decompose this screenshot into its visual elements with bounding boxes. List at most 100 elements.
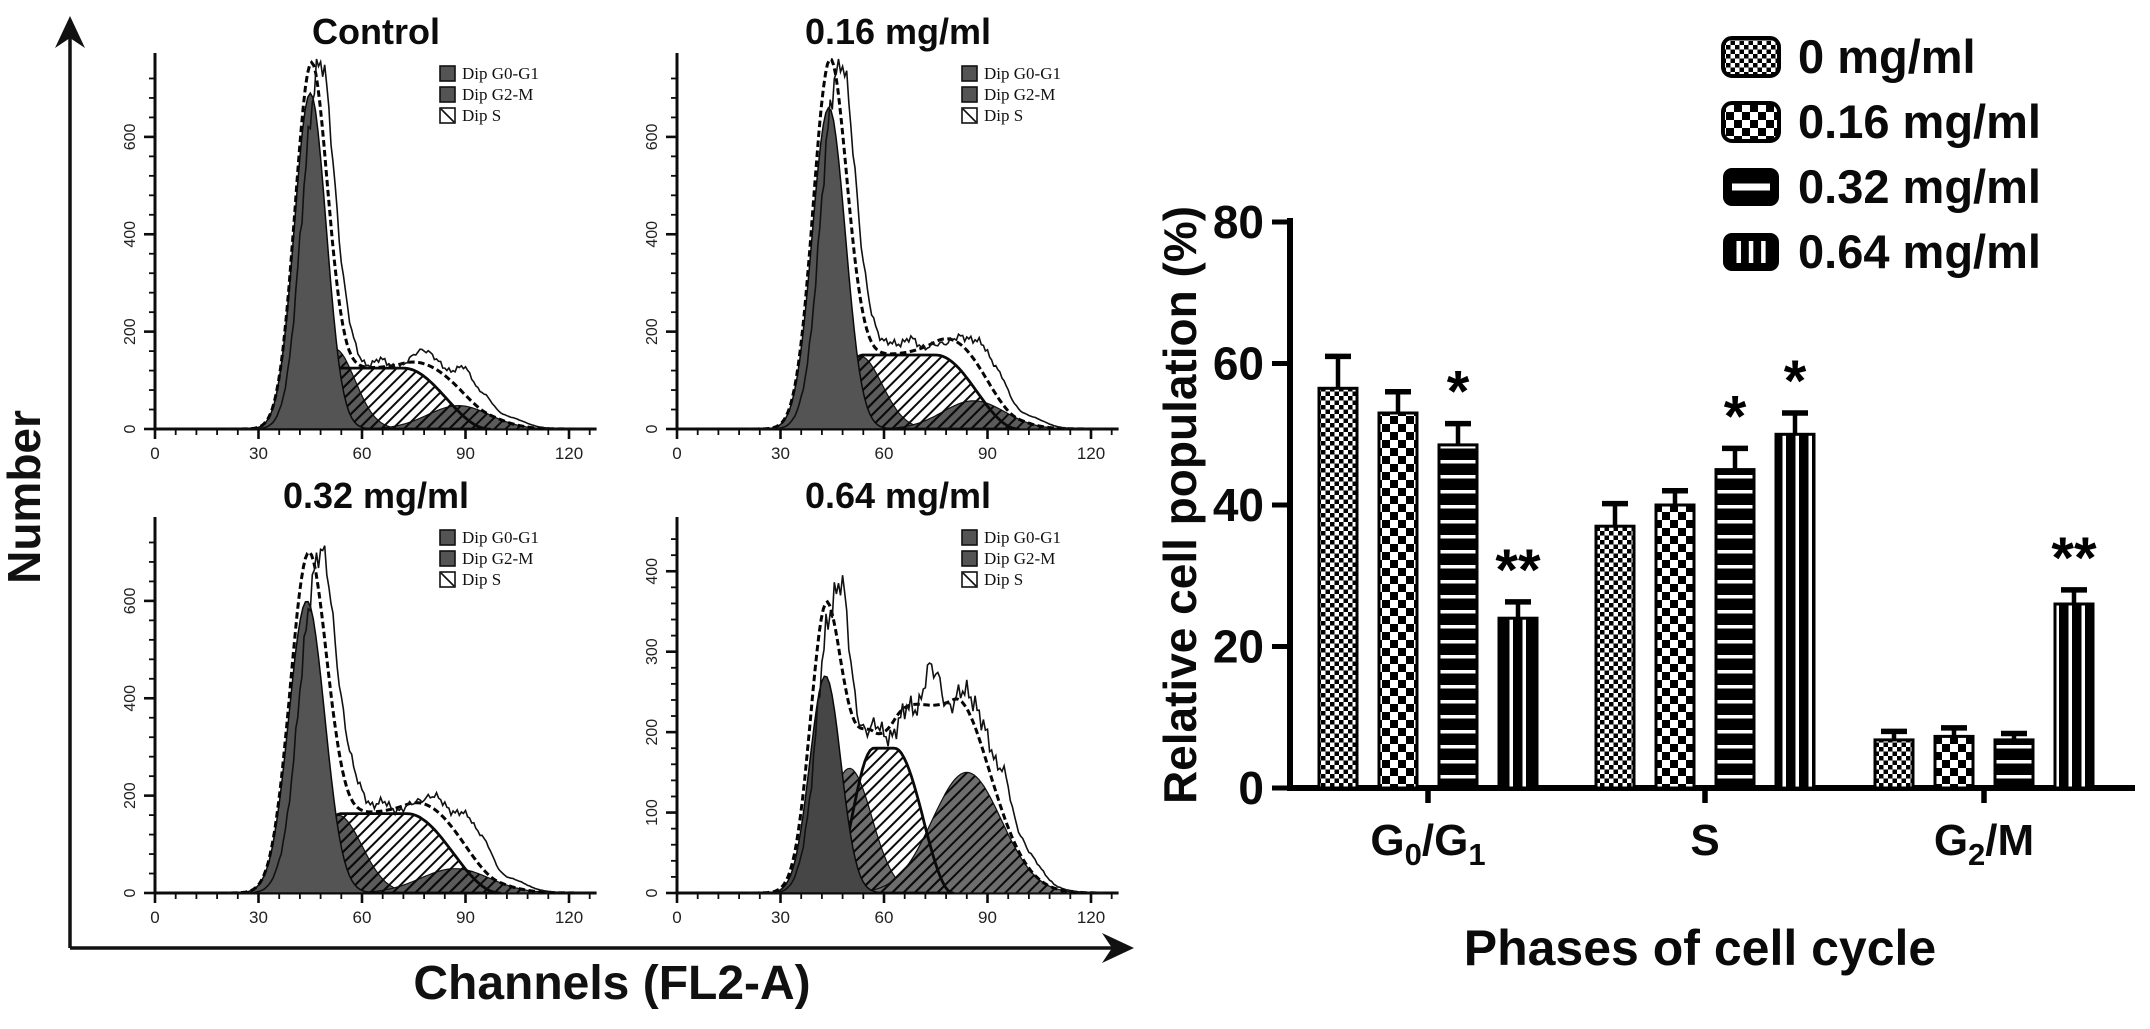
svg-text:400: 400 [644,558,661,585]
svg-text:30: 30 [771,444,790,463]
legend-label: 0 mg/ml [1798,30,1976,83]
bar [1317,386,1359,790]
legend-swatch-gray [961,86,978,103]
svg-text:0: 0 [150,908,159,927]
svg-text:60: 60 [353,908,372,927]
legend-swatch-gray [439,550,456,567]
svg-text:200: 200 [644,318,661,345]
significance-marker: * [1447,360,1470,425]
channels-axis-arrow [70,933,1134,963]
legend-label: 0.16 mg/ml [1798,95,2041,148]
svg-text:Dip S: Dip S [984,570,1023,589]
svg-text:200: 200 [644,719,661,746]
legend-swatch-gray [439,65,456,82]
svg-text:0: 0 [122,424,139,433]
svg-text:0: 0 [122,888,139,897]
channels-axis-label: Channels (FL2-A) [413,957,811,1010]
svg-text:Dip G0-G1: Dip G0-G1 [462,528,539,547]
svg-text:G0/G1: G0/G1 [1370,816,1485,872]
panel-title: 0.64 mg/ml [805,475,991,516]
bar [1377,411,1419,790]
svg-text:Dip G0-G1: Dip G0-G1 [984,528,1061,547]
svg-text:0: 0 [644,424,661,433]
svg-text:Dip G2-M: Dip G2-M [984,549,1055,568]
significance-marker: ** [2051,526,2097,591]
significance-marker: * [1724,384,1747,449]
svg-text:60: 60 [1213,338,1264,390]
svg-text:0: 0 [672,908,681,927]
svg-text:30: 30 [771,908,790,927]
svg-text:300: 300 [644,638,661,665]
svg-text:0: 0 [672,444,681,463]
fitted-total-curve [752,599,1097,895]
svg-text:Dip G2-M: Dip G2-M [462,549,533,568]
bar-xlabel: Phases of cell cycle [1464,920,1937,976]
svg-text:90: 90 [456,908,475,927]
svg-text:Dip S: Dip S [462,106,501,125]
legend-swatch-gray [439,86,456,103]
bar [1437,443,1479,790]
svg-text:30: 30 [249,908,268,927]
bar [1594,524,1636,790]
svg-text:0: 0 [644,888,661,897]
svg-text:120: 120 [555,908,583,927]
legend-swatch-gray [961,550,978,567]
bar [1654,503,1696,790]
panel-legend: Dip G0-G1 Dip G2-M Dip S [439,528,539,589]
raw-data-curve [749,58,1104,430]
svg-text:120: 120 [1077,908,1105,927]
bar [1714,468,1756,790]
svg-text:400: 400 [644,221,661,248]
bar [1497,616,1539,790]
bar-chart: 0 20 40 60 80 Relative cell population (%) * * *… [1150,0,2150,1029]
svg-text:30: 30 [249,444,268,463]
svg-text:G2/M: G2/M [1934,816,2034,872]
raw-data-curve [227,58,582,430]
svg-text:Dip S: Dip S [462,570,501,589]
bar [1933,734,1975,790]
panel-title: Control [312,11,440,52]
svg-text:Dip G2-M: Dip G2-M [984,85,1055,104]
number-axis-label: Number [0,410,50,584]
svg-text:S: S [1690,816,1719,865]
svg-text:0: 0 [1238,762,1264,814]
histogram-panel-0.64: 0.64 mg/ml 0 100 200 300 400 0 30 60 90 120 Dip G0-… [614,468,1134,930]
bar-series-0.32-mg-ml: * * [1437,360,2035,790]
bar-ylabel: Relative cell population (%) [1154,206,1206,804]
panel-legend: Dip G0-G1 Dip G2-M Dip S [439,64,539,125]
bar [1993,738,2035,790]
svg-text:120: 120 [555,444,583,463]
svg-text:600: 600 [122,587,139,614]
svg-text:20: 20 [1213,621,1264,673]
svg-text:80: 80 [1213,196,1264,248]
significance-marker: ** [1495,538,1541,603]
number-axis-arrow [55,16,85,948]
svg-text:0: 0 [150,444,159,463]
svg-text:400: 400 [122,685,139,712]
svg-text:200: 200 [122,318,139,345]
legend-swatch-gray [439,529,456,546]
svg-text:90: 90 [456,444,475,463]
histogram-panel-control: Control 0 200 400 600 0 30 60 90 120 Dip G0-G1 Dip … [92,4,612,466]
outer-axes-arrows [55,16,1134,963]
legend-swatch-gray [961,65,978,82]
svg-text:60: 60 [875,908,894,927]
svg-text:200: 200 [122,782,139,809]
svg-text:40: 40 [1213,479,1264,531]
svg-text:400: 400 [122,221,139,248]
panel-legend: Dip G0-G1 Dip G2-M Dip S [961,64,1061,125]
svg-text:90: 90 [978,444,997,463]
histogram-panel-0.32: 0.32 mg/ml 0 200 400 600 0 30 60 90 120 Dip G0-G1 D… [92,468,612,930]
bar-legend: 0 mg/ml 0.16 mg/ml 0.32 mg/ml 0.64 mg/ml [1721,30,2041,278]
svg-text:Dip S: Dip S [984,106,1023,125]
svg-text:Dip G0-G1: Dip G0-G1 [984,64,1061,83]
bar-series-0.16-mg-ml [1377,389,1975,790]
svg-text:600: 600 [122,123,139,150]
g0g1-peak [755,106,902,430]
significance-marker: * [1784,349,1807,414]
svg-text:90: 90 [978,908,997,927]
svg-text:600: 600 [644,123,661,150]
svg-text:100: 100 [644,799,661,826]
panel-title: 0.32 mg/ml [283,475,469,516]
